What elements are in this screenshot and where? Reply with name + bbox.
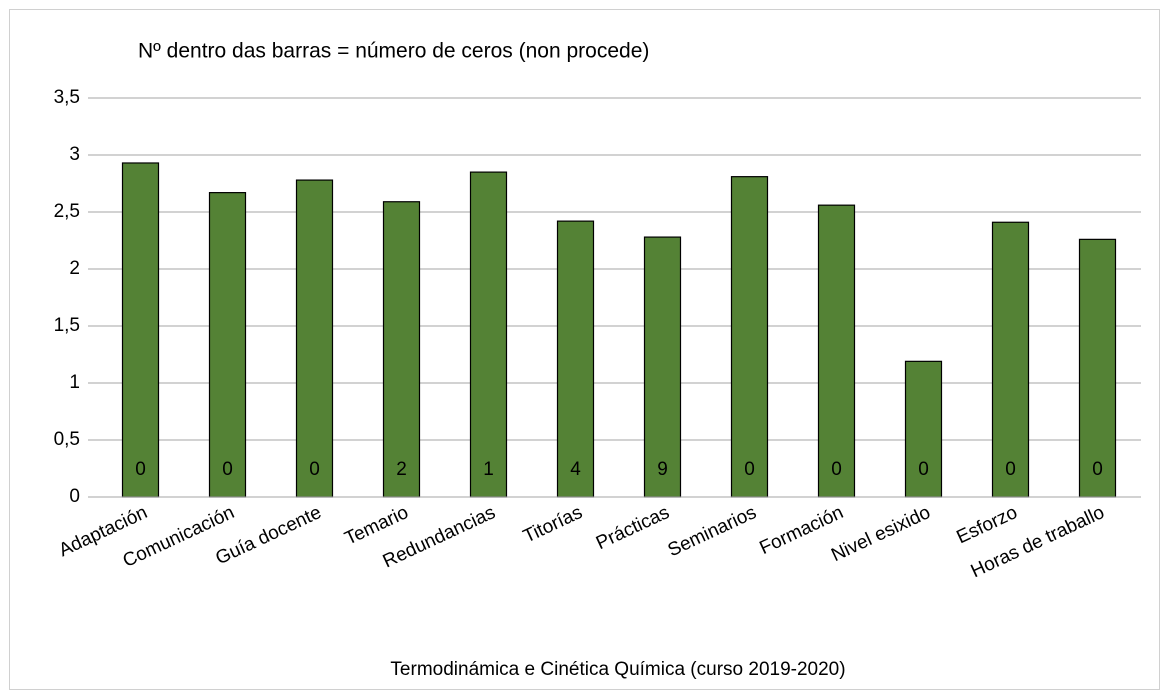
zero-count-label: 0: [918, 459, 929, 480]
zero-count-label: 4: [570, 459, 581, 480]
y-tick-label: 2,5: [54, 201, 80, 222]
zero-count-label: 9: [657, 459, 668, 480]
y-tick-label: 2: [69, 258, 80, 279]
y-tick-label: 1: [69, 372, 80, 393]
zero-count-label: 1: [483, 459, 494, 480]
bar: [208, 192, 247, 498]
bar: [817, 204, 856, 498]
y-tick-label: 3,5: [54, 87, 80, 108]
zero-count-label: 2: [396, 459, 407, 480]
bar: [904, 360, 943, 498]
annotation: Nº dentro das barras = número de ceros (…: [138, 40, 649, 63]
chart-title: Termodinámica e Cinética Química (curso …: [390, 659, 845, 680]
zero-count-label: 0: [1005, 459, 1016, 480]
zero-count-label: 0: [135, 459, 146, 480]
zero-count-label: 0: [222, 459, 233, 480]
y-tick-label: 3: [69, 144, 80, 165]
y-tick-label: 0,5: [54, 429, 80, 450]
bar: [991, 221, 1030, 498]
zero-count-label: 0: [831, 459, 842, 480]
bar: [730, 176, 769, 498]
bar: [469, 171, 508, 498]
bar: [1078, 238, 1117, 498]
y-tick-label: 1,5: [54, 315, 80, 336]
bar: [643, 236, 682, 498]
bar: [382, 201, 421, 498]
zero-count-label: 0: [744, 459, 755, 480]
bar: [556, 220, 595, 498]
zero-count-label: 0: [309, 459, 320, 480]
zero-count-label: 0: [1092, 459, 1103, 480]
bar: [295, 179, 334, 498]
bar: [121, 162, 160, 498]
y-tick-label: 0: [69, 486, 80, 507]
